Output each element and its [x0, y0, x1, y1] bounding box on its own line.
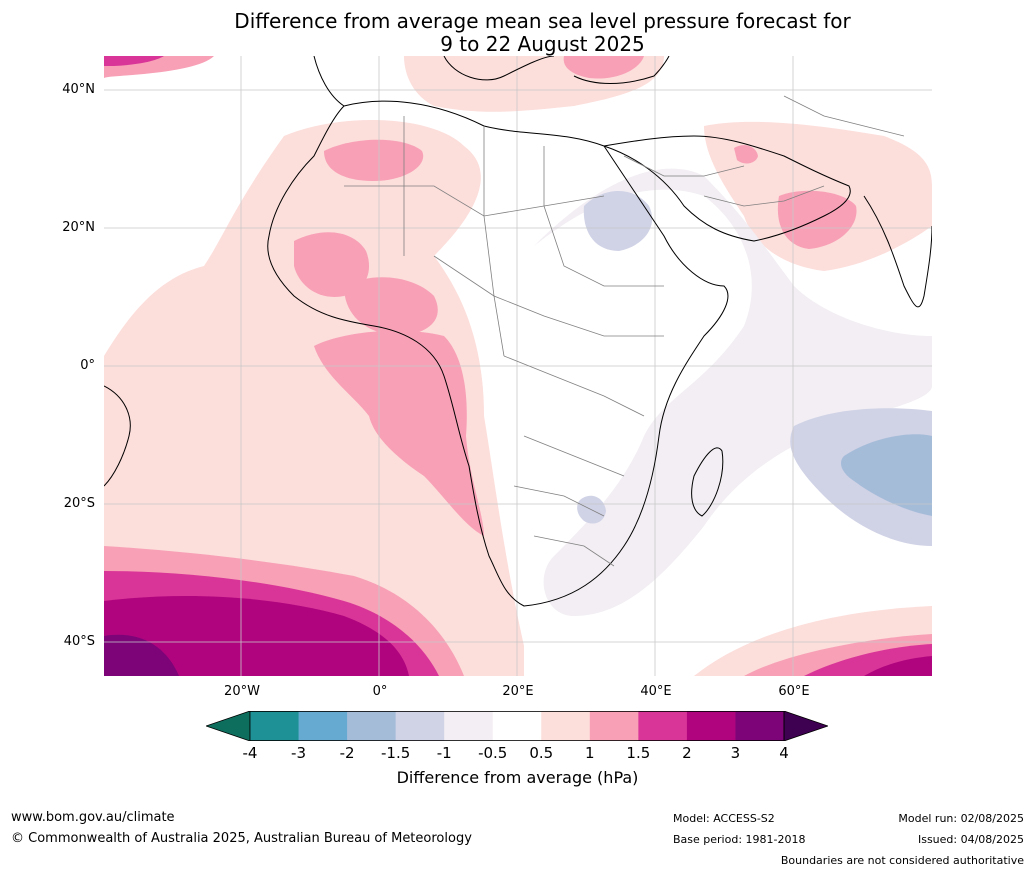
- colorbar-tick-label: -4: [242, 744, 258, 762]
- lon-label-40e: 40°E: [640, 684, 672, 699]
- map-svg: [104, 56, 932, 676]
- colorbar-segment: [250, 711, 300, 741]
- anomaly-2-3-southeast: [864, 656, 932, 676]
- colorbar-segment: [444, 711, 494, 741]
- colorbar-tick-label: -2: [339, 744, 355, 762]
- lon-label-20w: 20°W: [224, 684, 260, 699]
- colorbar-tick-label: -0.5: [478, 744, 508, 762]
- colorbar-frame: [249, 711, 785, 742]
- colorbar-segment: [298, 711, 348, 741]
- colorbar-segment: [589, 711, 639, 741]
- map-title: Difference from average mean sea level p…: [0, 10, 1035, 56]
- anomaly-1-1p5-gulf-of-guinea: [314, 330, 484, 536]
- anomaly-neg-1p5-indian-ocean: [841, 434, 932, 516]
- colorbar-tick-label: -1: [436, 744, 452, 762]
- lon-label-20e: 20°E: [502, 684, 534, 699]
- colorbar-segment: [395, 711, 445, 741]
- lon-label-60e: 60°E: [778, 684, 810, 699]
- colorbar-tick-label: 0.5: [529, 744, 554, 762]
- country-borders: [344, 95, 905, 567]
- footer-copyright: © Commonwealth of Australia 2025, Austra…: [11, 831, 472, 846]
- colorbar-tick-label: 2: [682, 744, 692, 762]
- anomaly-neg-1-red-sea: [583, 191, 653, 251]
- colorbar-tick-label: 3: [730, 744, 741, 762]
- colorbar-segment: [492, 711, 542, 741]
- colorbar-tick-label: -3: [291, 744, 307, 762]
- anomaly-2-3-south: [104, 596, 409, 676]
- lat-label-20s: 20°S: [63, 496, 95, 511]
- colorbar-tick-label: -1.5: [380, 744, 411, 762]
- lon-label-0: 0°: [372, 684, 388, 699]
- anomaly-1-1p5-west-africa: [294, 232, 370, 297]
- title-line-1: Difference from average mean sea level p…: [234, 9, 851, 33]
- colorbar-svg: [204, 710, 830, 742]
- colorbar-segment: [638, 711, 688, 741]
- anomaly-1-1p5-sahel: [344, 277, 438, 336]
- colorbar-extend-high: [783, 710, 830, 742]
- anomaly-1p5-2-northwest: [104, 56, 164, 66]
- anomaly-1-1p5-europe: [563, 56, 644, 79]
- lat-label-40s: 40°S: [63, 634, 95, 649]
- footer-base-period: Base period: 1981-2018: [673, 833, 806, 846]
- anomaly-0p5-1-west: [104, 119, 524, 647]
- colorbar-tick-label: 4: [779, 744, 789, 762]
- footer-disclaimer: Boundaries are not considered authoritat…: [780, 854, 1024, 867]
- graticule: [104, 56, 932, 676]
- colorbar-tick-label: 1: [585, 744, 595, 762]
- anomaly-3-4-south: [104, 634, 179, 676]
- footer-model-run: Model run: 02/08/2025: [898, 812, 1024, 825]
- anomaly-1-1p5-arabian-sea: [777, 190, 857, 249]
- colorbar-segment: [541, 711, 591, 741]
- coastlines: [104, 56, 932, 607]
- colorbar-label: Difference from average (hPa): [396, 768, 639, 787]
- colorbar-segment: [735, 711, 785, 741]
- title-line-2: 9 to 22 August 2025: [440, 32, 645, 56]
- colorbar-extend-low: [204, 710, 251, 742]
- footer-issued: Issued: 04/08/2025: [917, 833, 1024, 846]
- anomaly-1-1p5-sahara: [324, 139, 424, 181]
- lat-label-40n: 40°N: [62, 82, 95, 97]
- lat-label-20n: 20°N: [62, 220, 95, 235]
- colorbar: [204, 710, 830, 742]
- lat-label-0: 0°: [80, 358, 95, 373]
- colorbar-tick-label: 1.5: [626, 744, 651, 762]
- footer-website: www.bom.gov.au/climate: [11, 810, 175, 825]
- colorbar-segment: [347, 711, 397, 741]
- pressure-anomaly-map: [104, 56, 932, 676]
- anomaly-1-1p5-iran: [734, 145, 758, 164]
- footer-model: Model: ACCESS-S2: [673, 812, 775, 825]
- colorbar-segment: [686, 711, 736, 741]
